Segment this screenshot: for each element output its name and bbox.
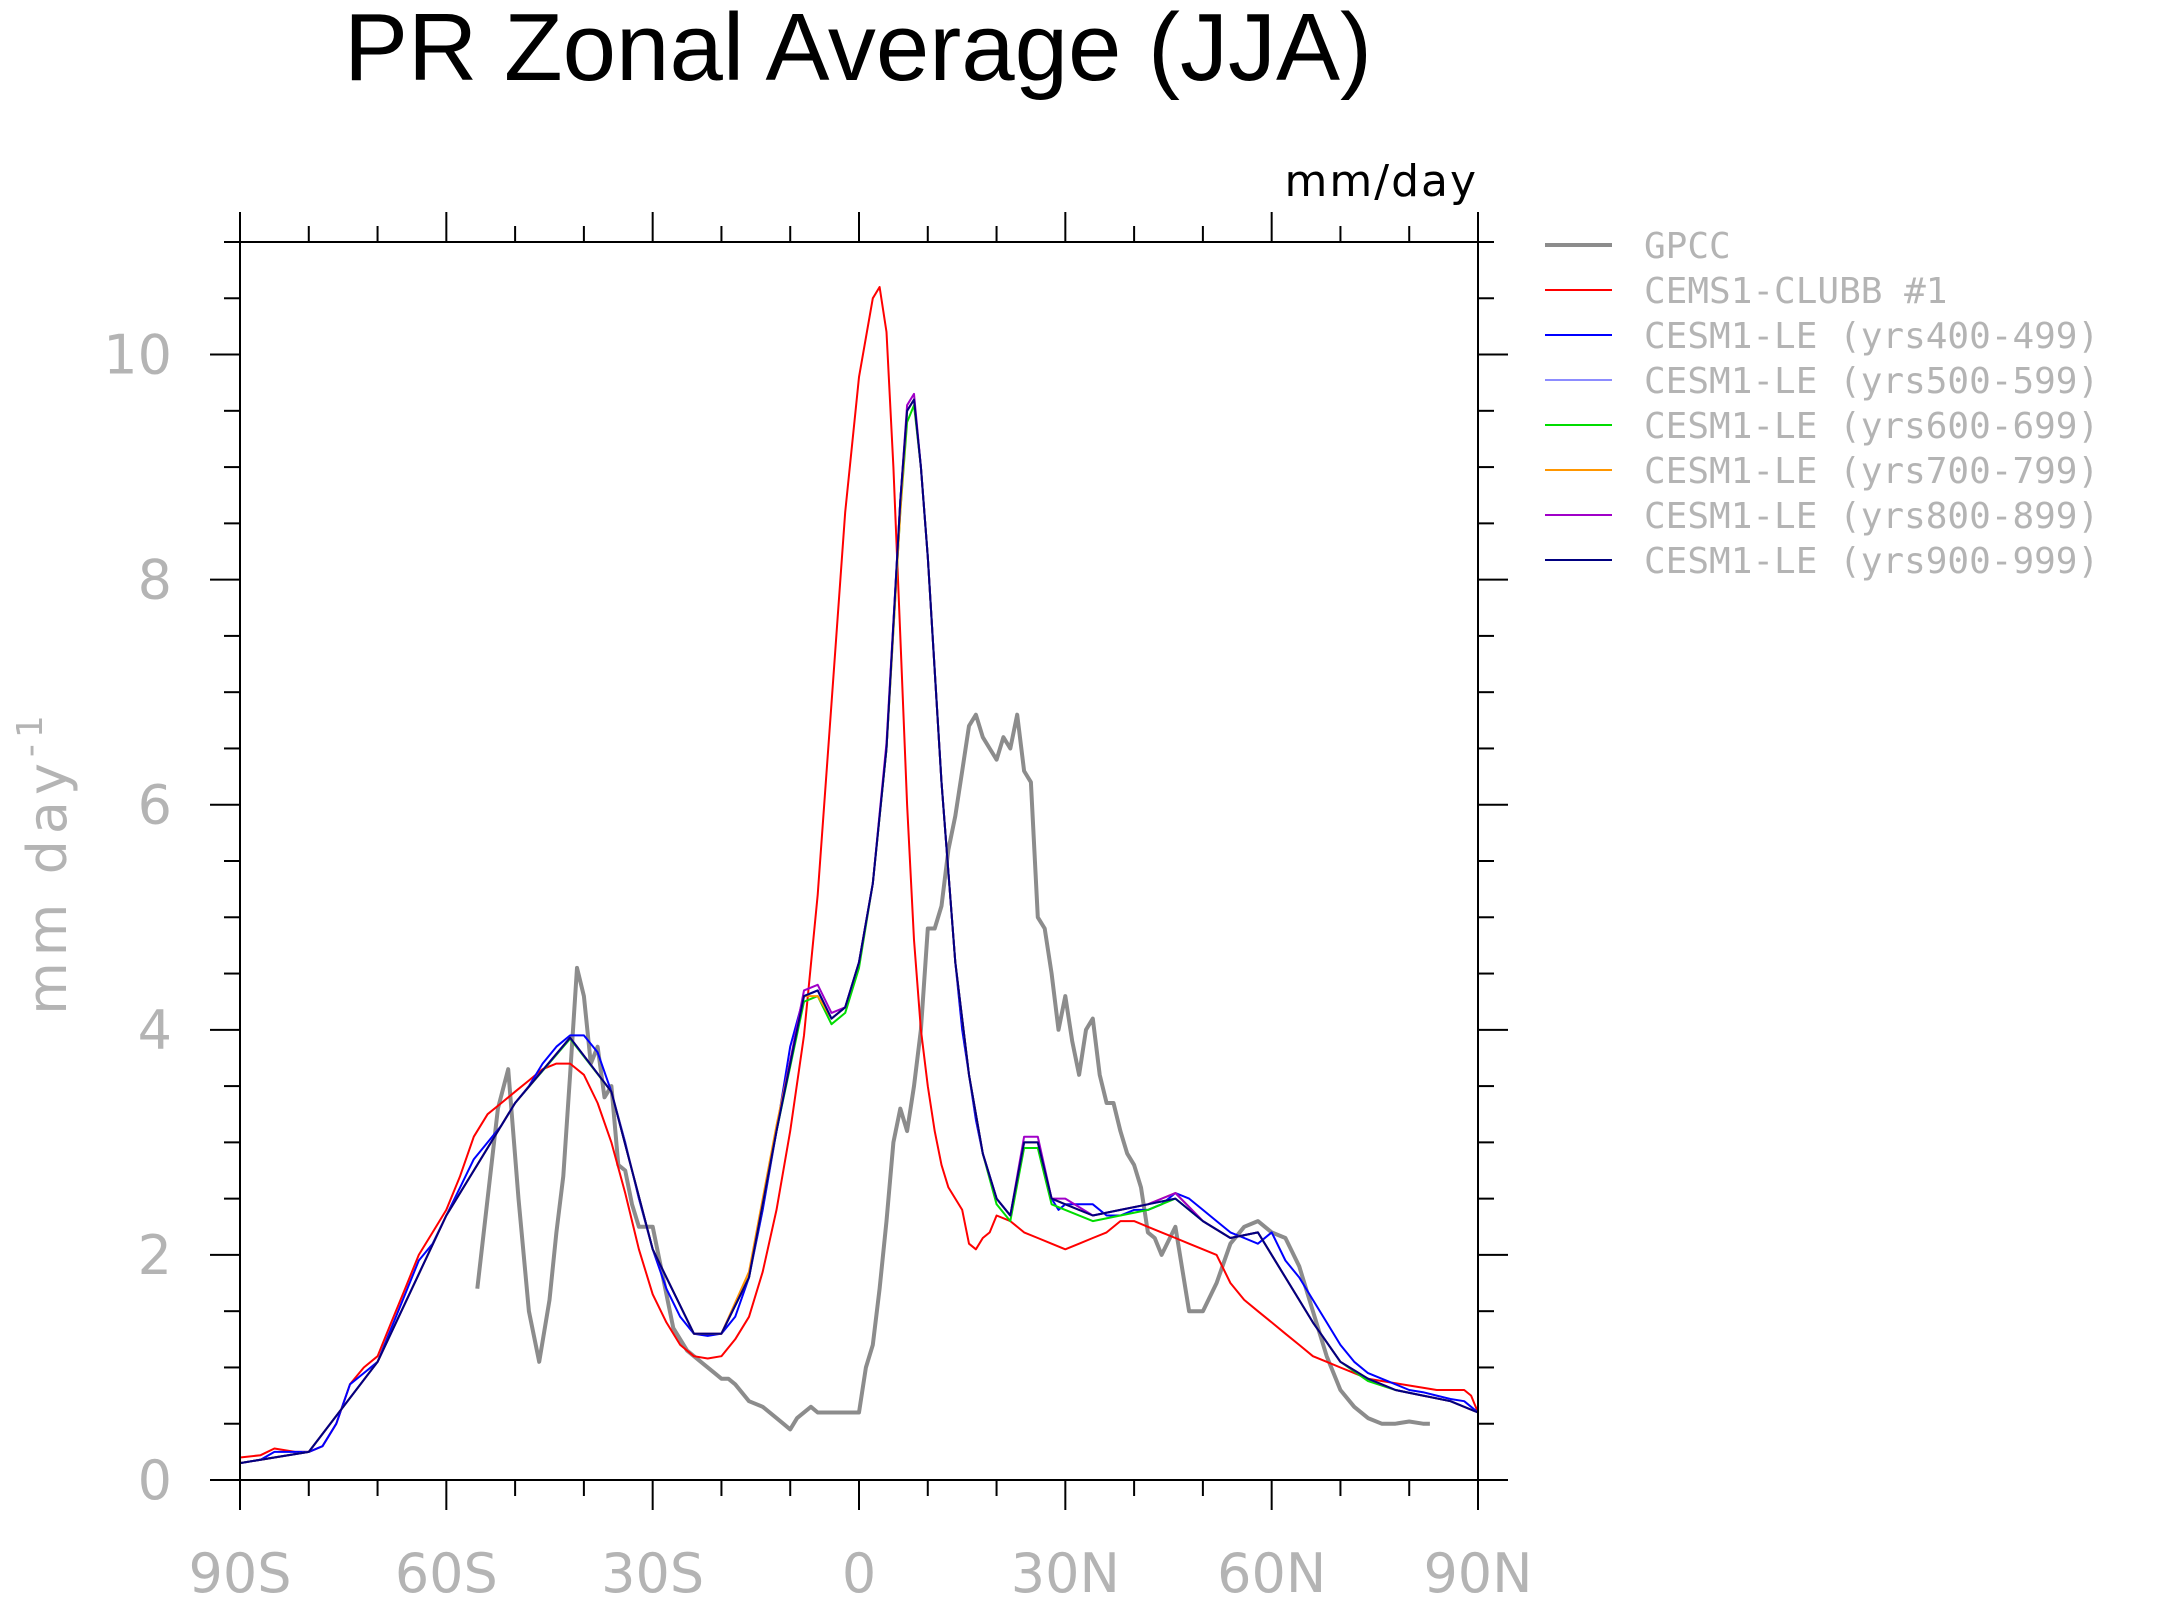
series-line-3 [239, 398, 1479, 1465]
y-tick-label: 6 [138, 774, 172, 837]
y-tick-labels: 0 2 4 6 8 10 [103, 324, 172, 1512]
y-tick-label: 10 [103, 324, 172, 387]
series-line-5 [239, 398, 1479, 1465]
x-tick-label: 90N [1423, 1542, 1532, 1601]
x-tick-label: 0 [842, 1542, 876, 1601]
legend-label-1: CEMS1-CLUBB #1 [1644, 271, 1947, 312]
legend-label-6: CESM1-LE (yrs800-899) [1644, 496, 2099, 537]
legend-label-3: CESM1-LE (yrs500-599) [1644, 361, 2099, 402]
series-line-6 [239, 392, 1479, 1465]
x-tick-label: 60S [395, 1542, 498, 1601]
series-line-7 [239, 398, 1479, 1465]
series-lines [239, 286, 1479, 1465]
chart-title: PR Zonal Average (JJA) [344, 0, 1372, 101]
tick-marks [210, 212, 1508, 1510]
x-tick-label: 60N [1217, 1542, 1326, 1601]
series-line-4 [239, 404, 1479, 1465]
y-tick-label: 0 [138, 1449, 172, 1512]
legend-label-2: CESM1-LE (yrs400-499) [1644, 316, 2099, 357]
legend-label-4: CESM1-LE (yrs600-699) [1644, 406, 2099, 447]
y-tick-label: 4 [138, 999, 172, 1062]
units-label: mm/day [1285, 156, 1478, 207]
plot-frame [239, 241, 1479, 1481]
series-line-2 [239, 398, 1479, 1465]
legend-label-0: GPCC [1644, 226, 1731, 267]
legend-label-5: CESM1-LE (yrs700-799) [1644, 451, 2099, 492]
series-line-1 [239, 286, 1479, 1459]
y-axis-label-text: mm day [16, 757, 79, 1015]
legend-label-7: CESM1-LE (yrs900-999) [1644, 541, 2099, 582]
y-axis-label-superscript: -1 [10, 709, 51, 757]
x-tick-labels: 90S 60S 30S 0 30N 60N 90N [189, 1542, 1533, 1601]
y-tick-label: 8 [138, 549, 172, 612]
x-tick-label: 30S [601, 1542, 704, 1601]
y-tick-label: 2 [138, 1224, 172, 1287]
x-tick-label: 90S [189, 1542, 292, 1601]
x-tick-label: 30N [1011, 1542, 1120, 1601]
y-axis-label: mm day-1 [10, 709, 79, 1015]
series-line-0 [475, 712, 1430, 1432]
